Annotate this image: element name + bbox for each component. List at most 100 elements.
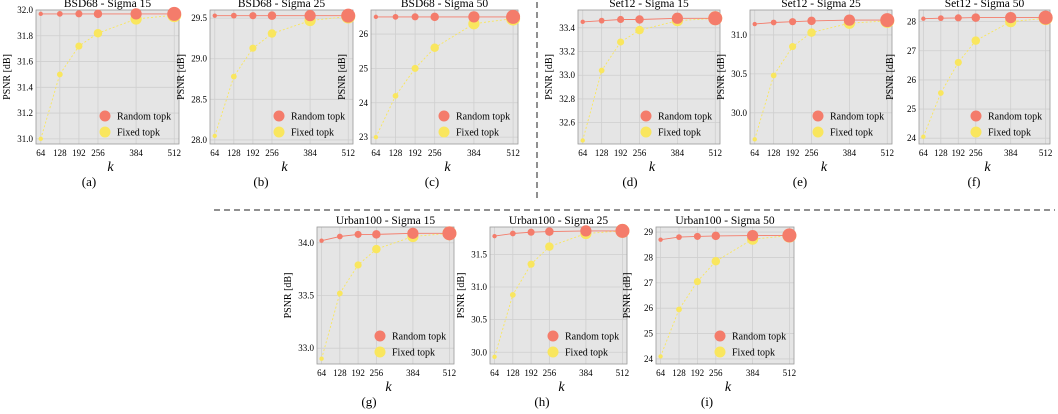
random-topk-point	[598, 17, 605, 24]
chart-panel: 64 128 192 256 384 512 31.0 31.2 31.4 31.6 31.8 32.…	[2, 0, 182, 189]
fixed-topk-point	[509, 291, 516, 298]
x-axis-label: k	[385, 380, 392, 395]
random-topk-point	[304, 10, 316, 22]
random-topk-point	[954, 14, 962, 22]
chart-title: Set12 - Sigma 50	[945, 0, 1025, 10]
plot-frame	[316, 226, 455, 365]
y-tick-label: 28	[644, 252, 654, 262]
legend-label-random: Random topk	[291, 112, 345, 123]
chart-title: BSD68 - Sigma 15	[64, 0, 151, 10]
x-tick-label: 64	[490, 368, 500, 378]
y-tick-label: 31.8	[17, 31, 33, 41]
y-tick-label: 26	[359, 29, 369, 39]
y-tick-label: 31.6	[17, 57, 33, 67]
y-tick-label: 32.6	[559, 118, 575, 128]
random-topk-point	[442, 226, 457, 241]
plot-area	[656, 227, 794, 364]
x-tick-label: 192	[786, 148, 800, 158]
fixed-topk-point	[354, 261, 362, 269]
x-tick-label: 64	[750, 148, 760, 158]
fixed-topk-point	[971, 36, 981, 45]
fixed-topk-point	[711, 257, 721, 266]
fixed-topk-point	[545, 242, 554, 251]
y-tick-label: 31.0	[731, 30, 747, 40]
legend-marker-random	[714, 330, 726, 342]
x-tick-label: 192	[691, 368, 705, 378]
legend-marker-random	[640, 110, 652, 122]
series-line	[375, 18, 514, 138]
x-tick-label: 256	[969, 148, 983, 158]
plot-frame	[489, 226, 628, 365]
x-tick-label: 512	[616, 368, 630, 378]
y-tick-label: 31.2	[17, 108, 33, 118]
x-tick-label: 256	[428, 148, 442, 158]
legend-marker-fixed	[374, 346, 386, 358]
random-topk-point	[230, 12, 237, 19]
y-tick-label: 31.0	[17, 134, 33, 144]
y-tick-label: 24	[359, 98, 369, 108]
y-tick-label: 26	[907, 75, 917, 85]
x-tick-label: 384	[406, 368, 420, 378]
series-line	[494, 230, 623, 237]
random-topk-point	[937, 15, 944, 22]
fixed-topk-point	[770, 72, 777, 79]
fixed-topk-point	[658, 354, 663, 359]
fixed-topk-point	[492, 354, 497, 360]
chart-title: BSD68 - Sigma 25	[238, 0, 325, 10]
y-tick-label: 28	[907, 17, 917, 27]
legend-marker-fixed	[273, 126, 285, 138]
y-tick-label: 24	[907, 133, 917, 143]
legend-marker-fixed	[714, 346, 726, 358]
plot-frame	[577, 9, 721, 145]
legend-label-fixed: Fixed topk	[565, 348, 608, 359]
x-tick-label: 128	[53, 148, 67, 158]
fixed-topk-point	[430, 43, 439, 53]
x-tick-label: 384	[671, 148, 685, 158]
y-tick-label: 25	[907, 104, 917, 114]
chart-panel: 64 128 192 256 384 512 33.0 33.5 34.0 Urban100 - …	[283, 215, 457, 409]
fixed-topk-point	[56, 71, 63, 78]
x-tick-label: 192	[408, 148, 422, 158]
random-topk-point	[711, 231, 721, 241]
fixed-topk-point	[411, 64, 419, 72]
random-topk-point	[373, 14, 379, 20]
y-axis-label: PSNR [dB]	[456, 273, 467, 319]
x-tick-label: 256	[709, 368, 723, 378]
subfigure-caption: (h)	[534, 394, 549, 409]
chart-panel: 64 128 192 256 384 512 32.6 32.8 33.0 33.2 33.4 Set…	[544, 0, 723, 189]
series-line	[754, 19, 888, 25]
fixed-topk-point	[38, 136, 43, 142]
fixed-topk-point	[598, 67, 605, 74]
plot-frame	[655, 226, 795, 365]
series-line	[922, 17, 1046, 137]
y-tick-label: 26	[644, 303, 654, 313]
x-axis-label: k	[821, 160, 828, 175]
legend-label-fixed: Fixed topk	[658, 128, 701, 139]
chart-panel: 64 128 192 256 384 512 30.0 30.5 31.0 31.5 Urban10…	[456, 215, 630, 409]
x-tick-label: 512	[506, 148, 520, 158]
chart-panel: 64 128 192 256 384 512 23 24 25 26 BSD68 - Sigma 5…	[337, 0, 521, 189]
chart-title: Urban100 - Sigma 50	[675, 215, 775, 227]
random-topk-point	[545, 227, 554, 236]
x-tick-label: 512	[443, 368, 457, 378]
x-tick-label: 256	[633, 148, 647, 158]
x-tick-label: 256	[265, 148, 279, 158]
series-line	[494, 230, 623, 357]
random-topk-point	[75, 10, 83, 18]
x-axis-label: k	[444, 160, 451, 175]
random-topk-point	[635, 15, 644, 24]
random-topk-point	[267, 11, 277, 20]
y-tick-label: 27	[907, 46, 917, 56]
x-axis-label: k	[984, 160, 991, 175]
chart-title: Urban100 - Sigma 15	[336, 215, 436, 227]
chart-panel: 64 128 192 256 384 512 24 25 26 27 28 29 Urban100 - …	[622, 215, 797, 409]
chart-panel: 64 128 192 256 384 512 24 25 26 27 28 Set12 - Sigma…	[885, 0, 1053, 189]
x-axis-label: k	[725, 380, 732, 395]
chart-title: Urban100 - Sigma 25	[509, 215, 609, 227]
legend-marker-random	[438, 110, 450, 122]
random-topk-point	[770, 19, 777, 26]
subfigure-caption: (e)	[793, 174, 807, 189]
random-topk-point	[580, 19, 585, 25]
plot-frame	[918, 9, 1051, 145]
